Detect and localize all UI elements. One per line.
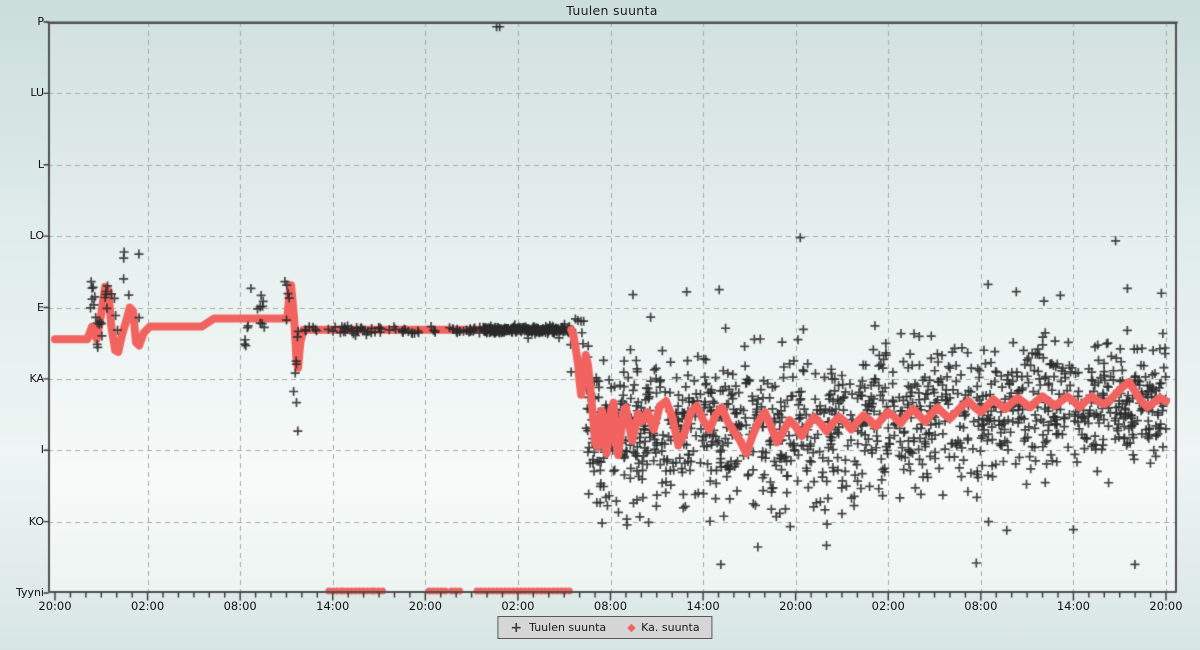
legend-label: Tuulen suunta <box>529 621 607 634</box>
legend-item-tuulen-suunta: + Tuulen suunta <box>510 619 607 636</box>
x-tick-label: 20:00 <box>408 599 442 613</box>
x-tick-label: 08:00 <box>223 599 257 613</box>
y-tick-label: L <box>37 157 44 171</box>
legend-label: Ka. suunta <box>641 621 700 634</box>
x-tick-label: 20:00 <box>38 599 72 613</box>
y-tick-label: KO <box>28 514 44 528</box>
y-tick-label: LU <box>30 86 44 100</box>
x-tick-label: 14:00 <box>686 599 720 613</box>
legend: + Tuulen suunta Ka. suunta <box>497 616 713 639</box>
plus-marker-icon: + <box>510 619 523 636</box>
y-tick-label: E <box>37 300 44 314</box>
diamond-marker-icon <box>626 623 636 632</box>
y-tick-label: KA <box>29 371 44 385</box>
x-tick-label: 14:00 <box>1056 599 1090 613</box>
x-tick-label: 20:00 <box>779 599 813 613</box>
y-tick-label: P <box>37 15 44 28</box>
x-tick-label: 08:00 <box>593 599 628 613</box>
x-tick-label: 02:00 <box>131 599 165 613</box>
x-tick-label: 02:00 <box>871 599 905 613</box>
x-tick-label: 20:00 <box>1149 599 1183 613</box>
x-tick-label: 14:00 <box>316 599 350 613</box>
x-tick-label: 02:00 <box>501 599 535 613</box>
legend-item-ka-suunta: Ka. suunta <box>626 621 700 634</box>
x-tick-label: 08:00 <box>964 599 998 613</box>
y-tick-label: Tyyni <box>15 586 44 599</box>
y-tick-label: I <box>40 443 44 457</box>
y-tick-label: LO <box>29 229 44 243</box>
chart-title: Tuulen suunta <box>566 3 658 18</box>
